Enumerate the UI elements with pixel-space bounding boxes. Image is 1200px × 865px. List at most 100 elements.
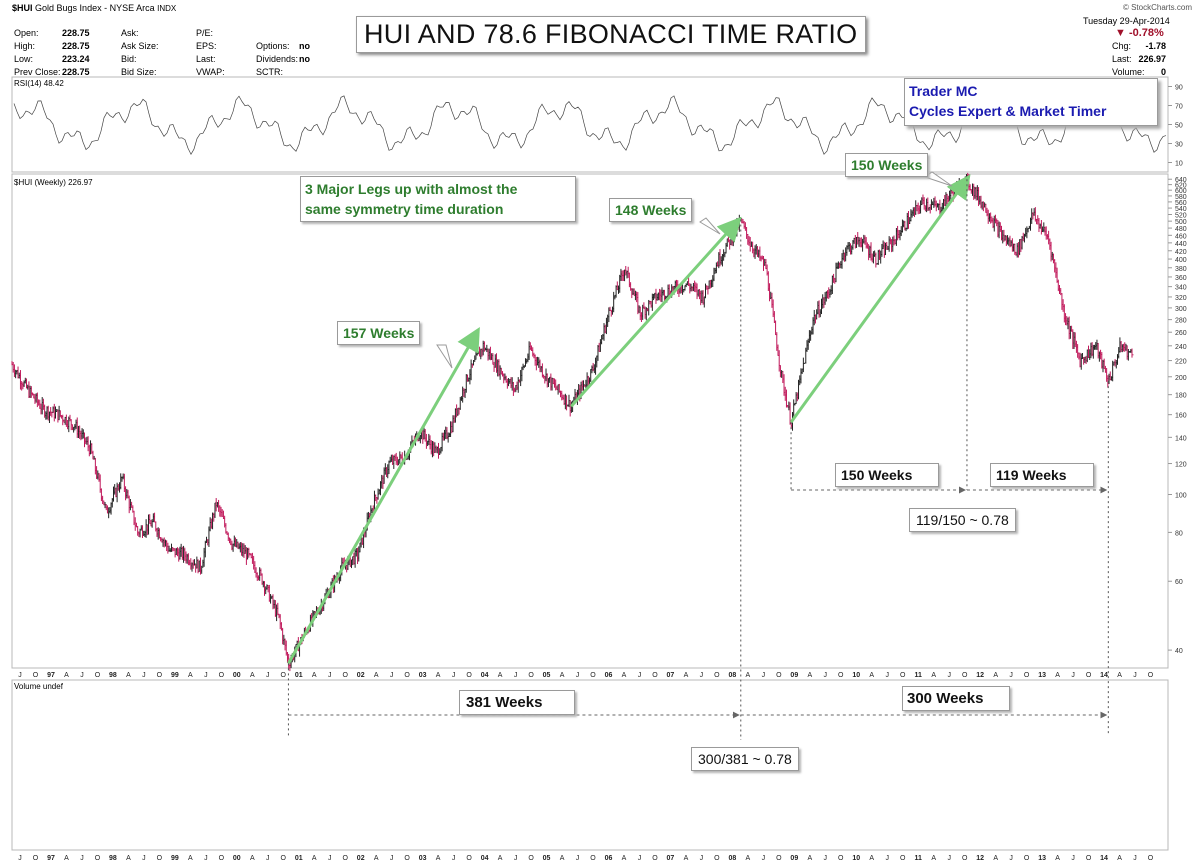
time-axis-label: J [762,672,766,679]
price-tick-label: 120 [1175,462,1187,469]
volume-time-label: A [993,855,998,862]
time-axis-label: A [684,672,689,679]
volume-time-label: O [1024,855,1030,862]
volume-time-label: O [219,855,225,862]
time-axis-label: A [869,672,874,679]
time-axis-label: O [342,672,348,679]
volume-time-label: 98 [109,855,117,862]
price-tick-label: 640 [1175,177,1187,184]
last2-label: Last: [1112,54,1132,64]
price-tick-label: 200 [1175,375,1187,382]
legs-note-line1: 3 Major Legs up with almost the [305,181,518,197]
time-axis-label: O [466,672,472,679]
time-axis-label: J [885,672,889,679]
time-axis-label: 08 [728,672,736,679]
rsi-tick-label: 50 [1175,123,1183,130]
low-label: Low: [14,54,34,64]
options-value: no [299,41,310,51]
volume-time-label: 06 [605,855,613,862]
volume-time-label: 04 [481,855,489,862]
price-tick-label: 300 [1175,306,1187,313]
time-axis-label: A [1055,672,1060,679]
price-panel-label: $HUI (Weekly) 226.97 [14,178,93,187]
volume-time-label: A [684,855,689,862]
volume-time-label: O [281,855,287,862]
volume-time-label: A [931,855,936,862]
author-box: Trader MC Cycles Expert & Market Timer [904,78,1158,126]
open-value: 228.75 [62,28,90,38]
time-axis-label: J [947,672,951,679]
volume-time-label: O [1148,855,1154,862]
span-300-label: 300 Weeks [902,686,1010,711]
time-axis-label: 98 [109,672,117,679]
rsi-panel-label: RSI(14) 48.42 [14,79,64,88]
volume-time-label: A [436,855,441,862]
volume-time-label: J [266,855,270,862]
price-tick-label: 220 [1175,359,1187,366]
leg1-label: 157 Weeks [337,321,421,345]
time-axis-label: J [204,672,208,679]
price-tick-label: 60 [1175,579,1183,586]
volume-time-label: O [838,855,844,862]
time-axis-label: O [1024,672,1030,679]
volume-time-label: J [576,855,580,862]
options-label: Options: [256,41,290,51]
leg-arrow [287,326,480,665]
time-axis-label: O [652,672,658,679]
price-tick-label: 440 [1175,241,1187,248]
low-value: 223.24 [62,54,90,64]
index-name: Gold Bugs Index - NYSE Arca [35,3,155,13]
volume-time-label: 97 [47,855,55,862]
time-axis-label: O [714,672,720,679]
price-tick-label: 580 [1175,194,1187,201]
volume-time-label: O [157,855,163,862]
price-tick-label: 600 [1175,188,1187,195]
volume-time-label: A [1055,855,1060,862]
volume-time-label: A [374,855,379,862]
price-tick-label: 100 [1175,492,1187,499]
price-tick-label: 420 [1175,249,1187,256]
prev-close-value: 228.75 [62,67,90,77]
volume-time-label: J [328,855,332,862]
time-axis-label: A [374,672,379,679]
time-axis-label: O [1086,672,1092,679]
volume-time-label: O [33,855,39,862]
volume-time-label: 11 [915,855,923,862]
volume-time-label: A [622,855,627,862]
price-tick-label: 40 [1175,648,1183,655]
span-150-label: 150 Weeks [835,463,939,487]
time-axis-label: J [514,672,518,679]
volume-time-label: J [824,855,828,862]
time-axis-label: J [266,672,270,679]
time-axis-label: 00 [233,672,241,679]
time-axis-label: J [390,672,394,679]
time-axis-label: O [219,672,225,679]
time-axis-label: 97 [47,672,55,679]
volume-time-label: 01 [295,855,303,862]
time-axis-label: 09 [790,672,798,679]
volume-time-label: A [250,855,255,862]
volume-time-label: O [714,855,720,862]
price-tick-label: 560 [1175,200,1187,207]
time-axis-label: 02 [357,672,365,679]
time-axis-label: O [590,672,596,679]
volume-time-label: 00 [233,855,241,862]
prev-close-label: Prev Close: [14,67,61,77]
price-tick-label: 340 [1175,285,1187,292]
volume-panel-frame [11,679,1169,851]
vwap-label: VWAP: [196,67,225,77]
time-axis-label: J [1071,672,1075,679]
volume-time-label: J [1133,855,1137,862]
price-tick-label: 500 [1175,219,1187,226]
time-axis-label: 01 [295,672,303,679]
open-label: Open: [14,28,39,38]
price-tick-label: 240 [1175,344,1187,351]
legs-note: 3 Major Legs up with almost the same sym… [300,176,576,222]
volume-time-label: J [204,855,208,862]
legs-note-line2: same symmetry time duration [305,201,504,217]
volume-time-label: 05 [543,855,551,862]
last2-value: 226.97 [1138,54,1166,64]
author-tagline: Cycles Expert & Market Timer [909,103,1107,119]
time-axis-label: 10 [852,672,860,679]
